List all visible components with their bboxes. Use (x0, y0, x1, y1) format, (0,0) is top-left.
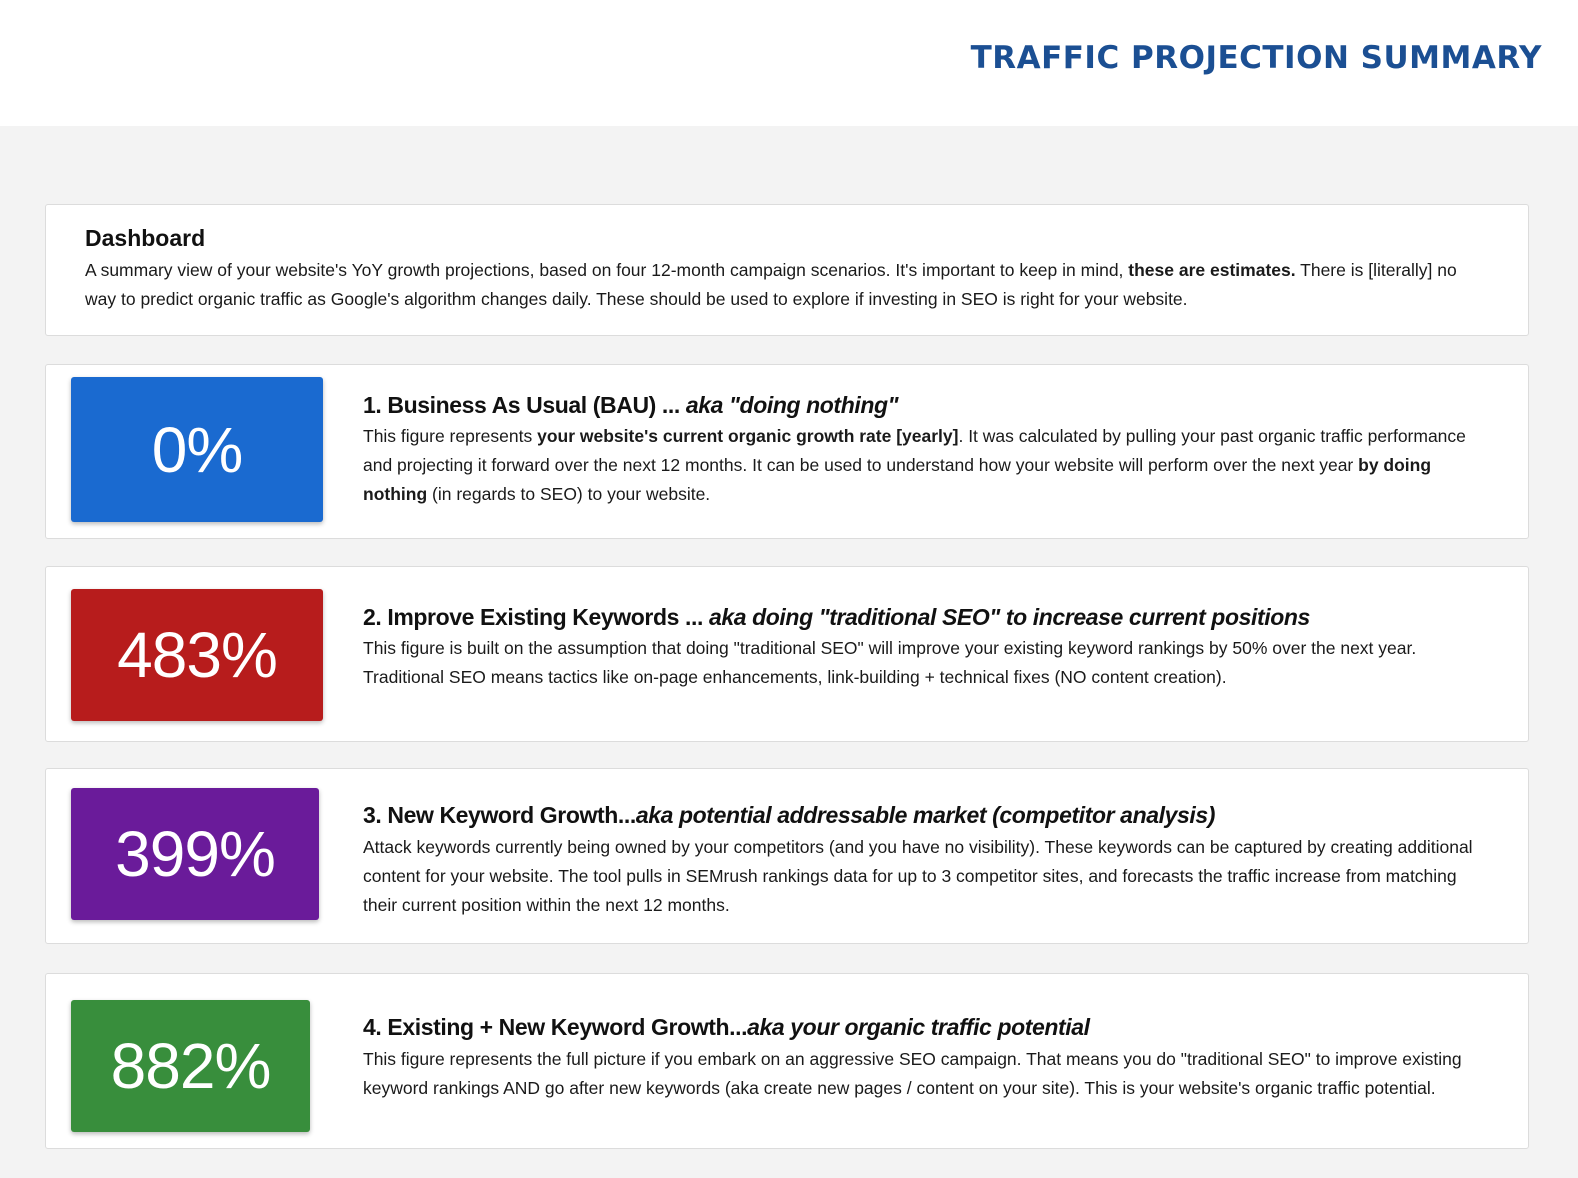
scenario-card-bau: 0% 1. Business As Usual (BAU) ... aka "d… (45, 364, 1529, 539)
dashboard-text-bold: these are estimates. (1128, 260, 1296, 280)
scenario-title-main: 2. Improve Existing Keywords ... (363, 604, 709, 630)
dashboard-title: Dashboard (85, 225, 206, 251)
dashboard-text-part: A summary view of your website's YoY gro… (85, 260, 1129, 280)
scenario-title-aka: aka your organic traffic potential (747, 1014, 1090, 1040)
scenario-title-aka: aka doing "traditional SEO" to increase … (708, 604, 1310, 630)
dashboard-card: Dashboard A summary view of your website… (45, 204, 1529, 336)
scenario-description: This figure represents your website's cu… (363, 422, 1473, 509)
scenario-text-part: (in regards to SEO) to your website. (427, 484, 711, 504)
scenario-title: 2. Improve Existing Keywords ... aka doi… (363, 604, 1310, 631)
scenario-value: 882% (110, 1030, 272, 1102)
page-title: TRAFFIC PROJECTION SUMMARY (970, 40, 1542, 76)
scenario-text-bold: by doing nothing (363, 455, 1432, 504)
scenario-value-box: 882% (71, 1000, 310, 1132)
scenario-title-main: 3. New Keyword Growth... (363, 802, 636, 828)
scenario-title-main: 4. Existing + New Keyword Growth... (363, 1014, 748, 1040)
scenario-text-part: . It was calculated by pulling your past… (363, 426, 1466, 475)
scenario-title-aka: aka potential addressable market (compet… (635, 802, 1216, 828)
scenario-text-bold: your website's current organic growth ra… (537, 426, 959, 446)
scenario-description: This figure is built on the assumption t… (363, 634, 1473, 692)
scenario-value-box: 0% (71, 377, 323, 522)
dashboard-description: A summary view of your website's YoY gro… (85, 256, 1485, 314)
scenario-value: 0% (151, 413, 243, 486)
scenario-text-part: This figure represents the full picture … (363, 1049, 1462, 1098)
scenario-title: 1. Business As Usual (BAU) ... aka "doin… (363, 392, 899, 419)
page-header: TRAFFIC PROJECTION SUMMARY (0, 0, 1578, 126)
scenario-description: This figure represents the full picture … (363, 1045, 1473, 1103)
scenario-card-new-keywords: 399% 3. New Keyword Growth...aka potenti… (45, 768, 1529, 944)
dashboard-text-part: There is [literally] no way to predict o… (85, 260, 1457, 309)
scenario-text-part: This figure is built on the assumption t… (363, 638, 1417, 687)
scenario-text-part: Attack keywords currently being owned by… (363, 837, 1473, 915)
scenario-title-aka: aka "doing nothing" (685, 392, 899, 418)
scenario-value: 399% (115, 818, 276, 890)
scenario-title: 3. New Keyword Growth...aka potential ad… (363, 802, 1215, 829)
scenario-title-main: 1. Business As Usual (BAU) ... (363, 392, 686, 418)
scenario-card-improve-existing: 483% 2. Improve Existing Keywords ... ak… (45, 566, 1529, 742)
scenario-text-part: This figure represents (363, 426, 538, 446)
scenario-description: Attack keywords currently being owned by… (363, 833, 1473, 920)
scenario-title: 4. Existing + New Keyword Growth...aka y… (363, 1014, 1090, 1041)
scenario-value: 483% (117, 619, 278, 691)
scenario-value-box: 483% (71, 589, 323, 721)
scenario-value-box: 399% (71, 788, 319, 920)
scenario-card-existing-plus-new: 882% 4. Existing + New Keyword Growth...… (45, 973, 1529, 1149)
